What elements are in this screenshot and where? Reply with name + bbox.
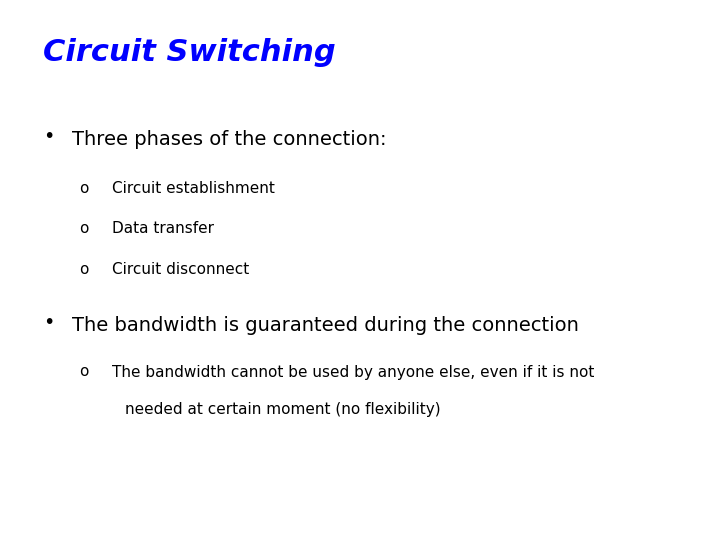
Text: needed at certain moment (no flexibility): needed at certain moment (no flexibility… — [125, 402, 440, 417]
Text: o: o — [79, 221, 89, 237]
Text: •: • — [43, 127, 55, 146]
Text: The bandwidth is guaranteed during the connection: The bandwidth is guaranteed during the c… — [72, 316, 579, 335]
Text: o: o — [79, 181, 89, 196]
Text: Data transfer: Data transfer — [112, 221, 214, 237]
Text: Circuit disconnect: Circuit disconnect — [112, 262, 249, 277]
Text: o: o — [79, 262, 89, 277]
Text: Circuit Switching: Circuit Switching — [43, 38, 336, 67]
Text: •: • — [43, 313, 55, 332]
Text: The bandwidth cannot be used by anyone else, even if it is not: The bandwidth cannot be used by anyone e… — [112, 364, 594, 380]
Text: Circuit establishment: Circuit establishment — [112, 181, 274, 196]
Text: o: o — [79, 364, 89, 380]
Text: Three phases of the connection:: Three phases of the connection: — [72, 130, 387, 148]
